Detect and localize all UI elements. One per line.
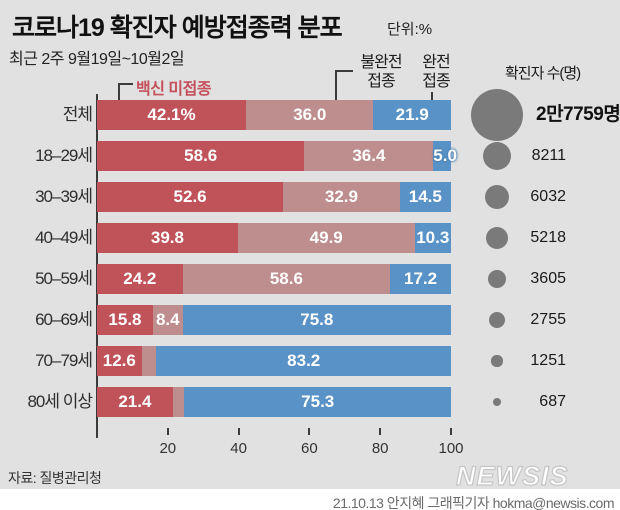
bar-value-label: 36.4 (352, 146, 386, 165)
bar-segment-unvaccinated (97, 182, 284, 212)
case-count-label: 2만7759명 (536, 104, 620, 125)
category-label: 80세 이상 (27, 392, 93, 411)
case-count-circle (485, 226, 509, 250)
bar-value-label: 21.4 (118, 392, 152, 411)
bar-value-label: 42.1% (147, 105, 196, 124)
case-count-label: 2755 (530, 311, 566, 328)
bar-value-label: 14.5 (408, 187, 442, 206)
bar-value-label: 32.9 (324, 187, 358, 206)
case-count-header: 확진자 수(명) (505, 65, 581, 82)
bar-segment-full (156, 346, 451, 376)
legend-partial-line2: 접종 (367, 73, 395, 90)
bar-segment-full (433, 141, 451, 171)
case-count-label: 1251 (530, 352, 566, 369)
case-count-label: 3605 (530, 270, 566, 287)
footer-strip (0, 489, 620, 510)
newsis-logo: NEWSIS (455, 460, 569, 491)
legend-partial-label: 불완전 접종 (352, 53, 410, 91)
case-count-circle (484, 184, 510, 210)
bar-segment-full (373, 100, 451, 130)
unit-label: 단위:% (387, 21, 433, 38)
x-axis-tick-label: 80 (371, 440, 389, 457)
x-axis-tick-label: 20 (159, 440, 177, 457)
bar-value-label: 24.2 (123, 269, 157, 288)
bar-value-label: 8.4 (155, 310, 180, 329)
bar-segment-partial (141, 346, 157, 376)
bar-value-label: 10.3 (416, 228, 450, 247)
bar-value-label: 52.6 (173, 187, 207, 206)
legend-pointer-line (118, 83, 133, 85)
x-axis-tick-label: 60 (301, 440, 318, 457)
x-axis-tick (450, 428, 452, 435)
bar-segment-unvaccinated (97, 100, 247, 130)
legend-unvaccinated-label: 백신 미접종 (136, 81, 212, 98)
bar-segment-partial (152, 305, 183, 335)
case-count-circle (492, 397, 502, 407)
case-count-circle (488, 311, 506, 329)
bar-value-label: 17.2 (404, 269, 438, 288)
case-count-circle (487, 269, 507, 289)
bar-segment-full (182, 305, 451, 335)
bar-value-label: 83.2 (287, 351, 321, 370)
bar-segment-partial (246, 100, 374, 130)
bar-value-label: 39.8 (150, 228, 184, 247)
x-axis-tick (166, 428, 169, 435)
bar-segment-partial (237, 223, 415, 253)
bar-value-label: 75.8 (300, 310, 334, 329)
category-label: 30–39세 (35, 187, 93, 206)
bar-value-label: 21.9 (395, 105, 429, 124)
bar-segment-full (390, 264, 451, 294)
bar-value-label: 5.0 (433, 146, 457, 165)
bar-segment-unvaccinated (97, 223, 238, 253)
source-label: 자료: 질병관리청 (8, 470, 102, 486)
legend-full-line1: 완전 (422, 54, 450, 71)
case-count-circle (470, 88, 524, 142)
category-label: 70–79세 (35, 351, 93, 370)
legend-partial-line1: 불완전 (360, 54, 402, 71)
bar-segment-unvaccinated (97, 141, 305, 171)
category-label: 전체 (62, 105, 93, 124)
bar-segment-full (414, 223, 451, 253)
bar-segment-partial (304, 141, 434, 171)
case-count-circle (491, 355, 503, 367)
bar-value-label: 15.8 (108, 310, 142, 329)
bar-value-label: 36.0 (293, 105, 327, 124)
category-label: 40–49세 (35, 228, 93, 247)
bar-segment-unvaccinated (97, 346, 142, 376)
bar-value-label: 58.6 (269, 269, 303, 288)
bar-segment-full (184, 387, 451, 417)
credit-line: 21.10.13 안지혜 그래픽기자 hokma@newsis.com (332, 495, 615, 510)
category-label: 60–69세 (35, 310, 93, 329)
bar-value-label: 58.6 (184, 146, 218, 165)
bar-segment-partial (182, 264, 391, 294)
subtitle-period: 최근 2주 9월19일~10월2일 (9, 51, 185, 68)
bar-segment-unvaccinated (97, 305, 153, 335)
x-axis-tick-label: 40 (230, 440, 247, 457)
category-label: 18–29세 (35, 146, 93, 165)
case-count-circle (482, 141, 512, 171)
legend-pointer-line (335, 70, 337, 115)
bar-value-label: 49.9 (309, 228, 343, 247)
bar-value-label: 12.6 (102, 351, 136, 370)
x-axis-tick (237, 428, 240, 435)
page-title: 코로나19 확진자 예방접종력 분포 (12, 14, 343, 42)
x-axis-tick (308, 428, 311, 435)
bar-value-label: 75.3 (301, 392, 335, 411)
bar-segment-unvaccinated (97, 387, 173, 417)
legend-full-label: 완전 접종 (414, 53, 458, 91)
case-count-label: 5218 (530, 229, 566, 246)
x-axis-tick-label: 100 (438, 440, 464, 457)
case-count-label: 6032 (530, 188, 566, 205)
bar-segment-full (399, 182, 451, 212)
case-count-label: 687 (539, 393, 566, 410)
bar-segment-partial (283, 182, 400, 212)
category-label: 50–59세 (35, 269, 93, 288)
legend-full-line2: 접종 (422, 73, 450, 90)
bar-segment-partial (172, 387, 185, 417)
legend-pointer-line (335, 70, 353, 72)
case-count-label: 8211 (531, 147, 566, 164)
bar-segment-unvaccinated (97, 264, 183, 294)
x-axis-tick (379, 428, 382, 435)
